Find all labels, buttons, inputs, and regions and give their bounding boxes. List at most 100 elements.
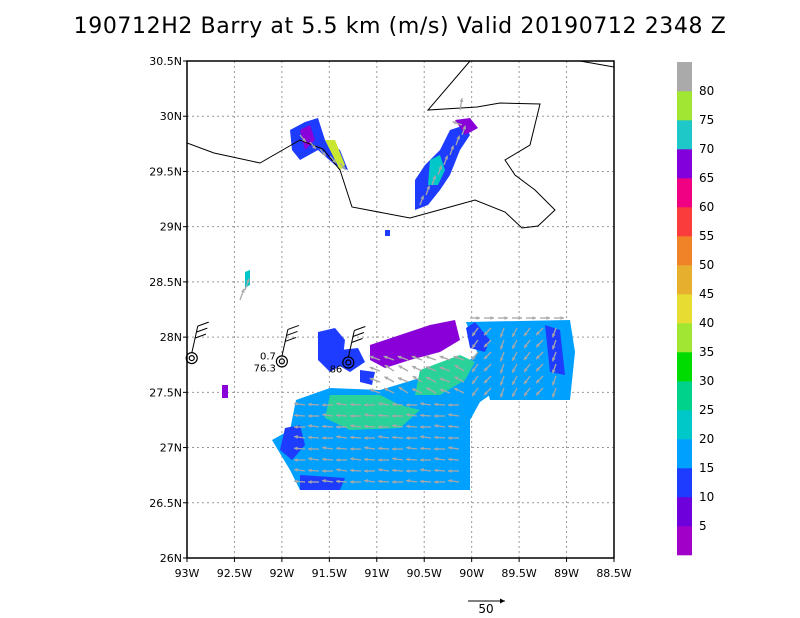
wind-vector: [335, 413, 348, 418]
echo-patch: [325, 395, 420, 430]
wind-vector: [335, 479, 348, 484]
wind-vector: [336, 458, 347, 462]
wind-vector: [471, 339, 479, 349]
wind-vector: [461, 125, 467, 136]
wind-vector: [511, 387, 518, 398]
wind-vector: [377, 446, 390, 451]
echo-patch: [466, 322, 490, 352]
wind-vector: [483, 351, 492, 360]
wind-vector: [471, 387, 479, 397]
wind-vector: [322, 469, 333, 473]
wind-vector: [433, 468, 446, 473]
wind-vector: [551, 363, 557, 374]
wind-vector: [383, 355, 395, 361]
wind-vector: [322, 436, 333, 440]
wind-vector: [447, 424, 460, 429]
wind-vector: [554, 316, 564, 320]
wind-vector: [483, 327, 492, 336]
colorbar-label: 70: [699, 142, 714, 156]
wind-vector: [321, 457, 334, 462]
wind-vector: [406, 413, 418, 417]
wind-vector: [308, 424, 320, 428]
wind-vector: [551, 387, 557, 398]
wind-vector: [434, 480, 445, 484]
colorbar-segment: [677, 178, 692, 208]
wind-vector: [364, 413, 376, 417]
wind-vector: [406, 446, 418, 450]
wind-vector: [448, 436, 459, 440]
colorbar-segment: [677, 149, 692, 179]
colorbar-label: 80: [699, 84, 714, 98]
colorbar-segment: [677, 236, 692, 266]
wind-vector: [406, 479, 418, 483]
colorbar-label: 5: [699, 519, 707, 533]
wind-vector: [244, 278, 250, 291]
wind-vector: [411, 355, 423, 361]
wind-vector: [322, 446, 334, 450]
wind-vector: [299, 134, 307, 143]
wind-vector: [448, 479, 460, 483]
wind-vector: [329, 155, 337, 164]
wind-vector: [535, 327, 544, 336]
echo-patch: [280, 425, 305, 460]
wind-vector: [535, 375, 544, 384]
wind-vector: [523, 387, 531, 397]
observation-station: 0.776.3: [254, 324, 300, 374]
lon-tick-label: 92W: [269, 567, 294, 580]
wind-vector: [425, 355, 437, 361]
wind-vector: [392, 447, 403, 451]
colorbar-segment: [677, 381, 692, 411]
wind-vector: [512, 316, 522, 320]
wind-vector: [411, 388, 423, 394]
wind-vector: [551, 375, 557, 386]
wind-vector: [336, 425, 347, 429]
lat-tick-label: 28N: [160, 331, 182, 344]
wind-vector: [499, 387, 505, 398]
wind-vector: [322, 403, 333, 407]
lon-tick-label: 92.5W: [217, 567, 252, 580]
echo-patch: [428, 155, 445, 185]
wind-vector: [511, 363, 518, 374]
echo-patch: [245, 270, 250, 288]
wind-vector: [483, 387, 492, 396]
map-frame: [186, 60, 615, 559]
wind-barb-icon: [191, 325, 199, 354]
wind-vector: [336, 435, 348, 439]
wind-vector: [397, 355, 409, 361]
lon-tick-label: 89W: [554, 567, 579, 580]
wind-vector: [336, 468, 348, 472]
colorbar-label: 65: [699, 171, 714, 185]
wind-vector: [294, 468, 306, 472]
echo-patch: [360, 370, 375, 385]
wind-vector: [392, 414, 403, 418]
wind-vector: [350, 447, 361, 451]
observation-station: 86: [330, 326, 366, 376]
wind-barb-icon: [347, 330, 355, 358]
wind-vector: [535, 363, 544, 372]
lat-tick-label: 29N: [160, 221, 182, 234]
wind-vector: [454, 376, 465, 383]
wind-vector: [499, 327, 505, 338]
wind-vector: [511, 327, 518, 338]
wind-vector: [294, 435, 306, 439]
wind-vector: [406, 436, 417, 440]
wind-vector: [377, 479, 390, 484]
observation-station: [185, 321, 209, 365]
wind-vector: [551, 327, 557, 338]
wind-vector: [499, 363, 505, 374]
wind-vector: [411, 365, 423, 372]
colorbar-label: 35: [699, 345, 714, 359]
wind-vector: [455, 135, 461, 146]
colorbar-segment: [677, 207, 692, 237]
wind-vector: [471, 351, 479, 361]
wind-vector: [431, 175, 437, 186]
wind-vector: [397, 377, 409, 383]
colorbar-segment: [677, 410, 692, 440]
wind-vector: [453, 355, 465, 361]
station-label-top: 0.7: [260, 351, 276, 362]
colorbar-segment: [677, 497, 692, 527]
colorbar-segment: [677, 294, 692, 324]
wind-vector: [350, 480, 361, 484]
colorbar: 5 10 15 20 25 30 35 40 45 50 55 60 65 70 75 80: [677, 62, 714, 556]
